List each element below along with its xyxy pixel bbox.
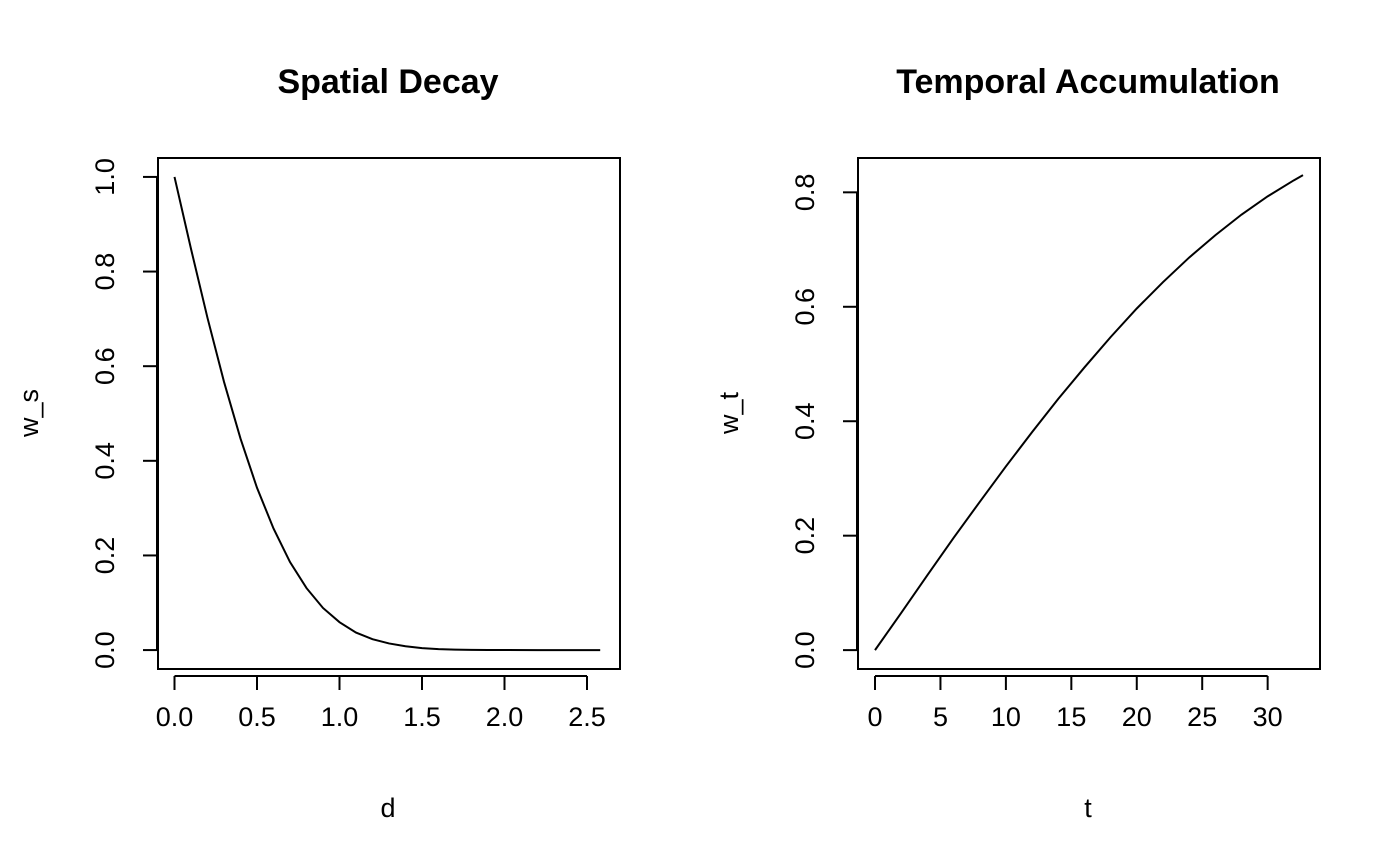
chart-title: Temporal Accumulation [896,63,1280,101]
y-tick-label: 1.0 [90,158,120,196]
y-tick-label: 0.8 [90,253,120,291]
y-tick-label: 0.0 [90,631,120,669]
y-axis-label: w_t [714,392,744,436]
x-axis: 0 5 10 15 20 25 30 [867,675,1283,732]
x-tick-label: 1.5 [403,702,441,732]
y-tick-label: 0.6 [790,288,820,326]
y-axis: 0.0 0.2 0.4 0.6 0.8 1.0 [90,158,158,669]
y-tick-label: 0.4 [90,442,120,480]
series-line [173,176,601,652]
y-tick-label: 0.6 [90,347,120,385]
x-axis-label: t [1084,793,1092,823]
x-tick-label: 2.0 [486,702,524,732]
x-tick-label: 0.0 [156,702,194,732]
x-tick-label: 25 [1187,702,1217,732]
x-tick-label: 0 [867,702,882,732]
series-line [874,174,1304,651]
panel-temporal-accumulation: Temporal Accumulation 0 5 10 15 20 25 30 0.00.… [714,63,1321,823]
y-tick-label: 0.2 [90,537,120,575]
x-tick-label: 2.5 [568,702,606,732]
panel-spatial-decay: Spatial Decay 0.0 0.5 1.0 1.5 2.0 2.5 0.00.20… [14,63,621,823]
y-tick-label: 0.2 [790,517,820,555]
x-tick-label: 10 [991,702,1021,732]
y-tick-label: 0.4 [790,402,820,440]
x-axis: 0.0 0.5 1.0 1.5 2.0 2.5 [156,675,606,732]
x-tick-label: 1.0 [321,702,359,732]
x-axis-label: d [380,793,395,823]
x-tick-label: 20 [1122,702,1152,732]
x-tick-label: 30 [1253,702,1283,732]
x-tick-label: 15 [1056,702,1086,732]
y-tick-label: 0.0 [790,631,820,669]
x-tick-label: 0.5 [238,702,276,732]
x-tick-label: 5 [933,702,948,732]
y-tick-label: 0.8 [790,174,820,212]
y-axis-label: w_s [14,389,44,438]
y-axis: 0.0 0.2 0.4 0.6 0.8 [790,174,858,669]
chart-title: Spatial Decay [277,63,498,101]
